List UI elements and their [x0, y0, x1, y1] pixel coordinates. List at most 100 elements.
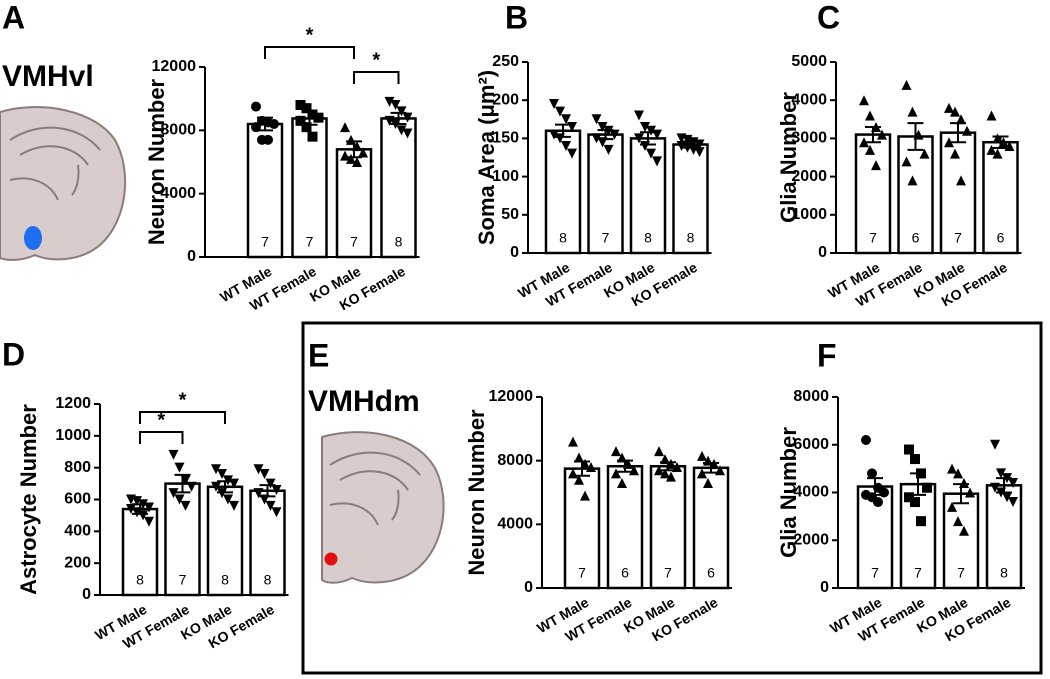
error-bar: [390, 111, 407, 125]
y-tick-label: 200: [64, 554, 91, 571]
n-label: 7: [261, 234, 269, 250]
data-point: [990, 482, 1000, 493]
data-point: [910, 497, 920, 508]
data-point: [568, 436, 578, 447]
data-point: [313, 112, 324, 123]
data-point: [251, 101, 261, 112]
y-tick-label: 0: [82, 586, 91, 603]
data-point: [873, 497, 883, 508]
data-point: [402, 112, 413, 123]
data-point: [591, 114, 602, 125]
n-label: 8: [221, 572, 229, 588]
y-tick-label: 4000: [793, 484, 829, 501]
n-label: 7: [869, 230, 877, 246]
data-point: [990, 439, 1000, 450]
error-bar: [257, 116, 273, 132]
data-point: [865, 144, 875, 155]
data-point: [660, 468, 670, 479]
y-axis-label: Neuron Number: [144, 78, 169, 245]
y-axis-label: Soma Area (μm²): [474, 70, 499, 245]
y-tick-label: 600: [64, 491, 91, 508]
panel-frame: [301, 321, 1043, 675]
data-point: [953, 516, 963, 527]
y-tick-label: 4000: [497, 516, 533, 533]
y-tick-label: 12000: [489, 388, 534, 405]
data-point: [384, 115, 395, 126]
y-tick-label: 50: [501, 206, 519, 223]
data-point: [1008, 477, 1018, 488]
error-bar: [259, 484, 276, 498]
data-point: [956, 114, 966, 125]
data-point: [402, 128, 413, 139]
n-label: 7: [954, 230, 962, 246]
panel-letter: E: [308, 337, 329, 373]
y-tick-label: 8000: [793, 388, 829, 405]
data-point: [956, 175, 966, 186]
data-point: [950, 106, 960, 117]
n-label: 6: [707, 565, 715, 581]
data-point: [396, 106, 407, 117]
error-bar: [703, 462, 719, 474]
error-bar: [574, 460, 590, 477]
data-point: [217, 469, 227, 480]
panel-letter: B: [505, 0, 528, 35]
data-point: [609, 129, 620, 140]
n-label: 7: [914, 565, 922, 581]
error-bar: [660, 461, 676, 472]
y-tick-label: 0: [524, 579, 533, 596]
y-tick-label: 1000: [55, 427, 91, 444]
error-bar: [865, 125, 881, 144]
data-point: [144, 516, 154, 527]
n-label: 8: [264, 572, 272, 588]
data-point: [652, 156, 662, 167]
error-bar: [217, 480, 233, 494]
data-point: [697, 468, 707, 479]
data-point: [174, 462, 185, 473]
n-label: 6: [621, 565, 629, 581]
panel-letter: D: [2, 336, 25, 372]
brain-illustration: [321, 431, 445, 584]
n-label: 7: [871, 565, 879, 581]
data-point: [301, 122, 312, 133]
y-axis-label: Astrocyte Number: [16, 404, 41, 595]
y-tick-label: 1200: [55, 395, 91, 412]
data-point: [986, 110, 997, 121]
y-tick-label: 5000: [791, 53, 827, 70]
data-point: [352, 157, 362, 167]
data-point: [223, 494, 233, 505]
data-point: [561, 114, 571, 125]
significance-label: *: [179, 389, 187, 411]
data-point: [901, 79, 912, 90]
data-point: [992, 148, 1003, 159]
y-tick-label: 800: [64, 459, 91, 476]
data-point: [922, 482, 932, 493]
data-point: [132, 496, 142, 507]
n-label: 7: [602, 230, 610, 246]
data-point: [271, 507, 282, 518]
data-point: [944, 102, 954, 113]
error-bar: [640, 131, 656, 146]
y-tick-label: 4000: [160, 185, 196, 202]
data-point: [867, 468, 877, 479]
data-point: [561, 141, 571, 152]
y-tick-label: 250: [492, 53, 519, 70]
data-point: [396, 125, 407, 136]
data-point: [996, 468, 1006, 479]
data-point: [950, 148, 960, 159]
y-tick-label: 12000: [152, 58, 197, 75]
y-tick-label: 100: [492, 168, 519, 185]
significance-label: *: [372, 49, 380, 71]
data-point: [168, 449, 179, 460]
bar: [380, 117, 417, 259]
y-tick-label: 3000: [791, 130, 827, 147]
data-point: [555, 106, 565, 117]
significance-bracket: [264, 46, 355, 59]
n-label: 7: [179, 572, 187, 588]
y-tick-label: 0: [818, 244, 827, 261]
n-label: 8: [1000, 565, 1008, 581]
data-point: [307, 131, 318, 142]
data-point: [549, 129, 559, 140]
data-point: [180, 500, 191, 511]
